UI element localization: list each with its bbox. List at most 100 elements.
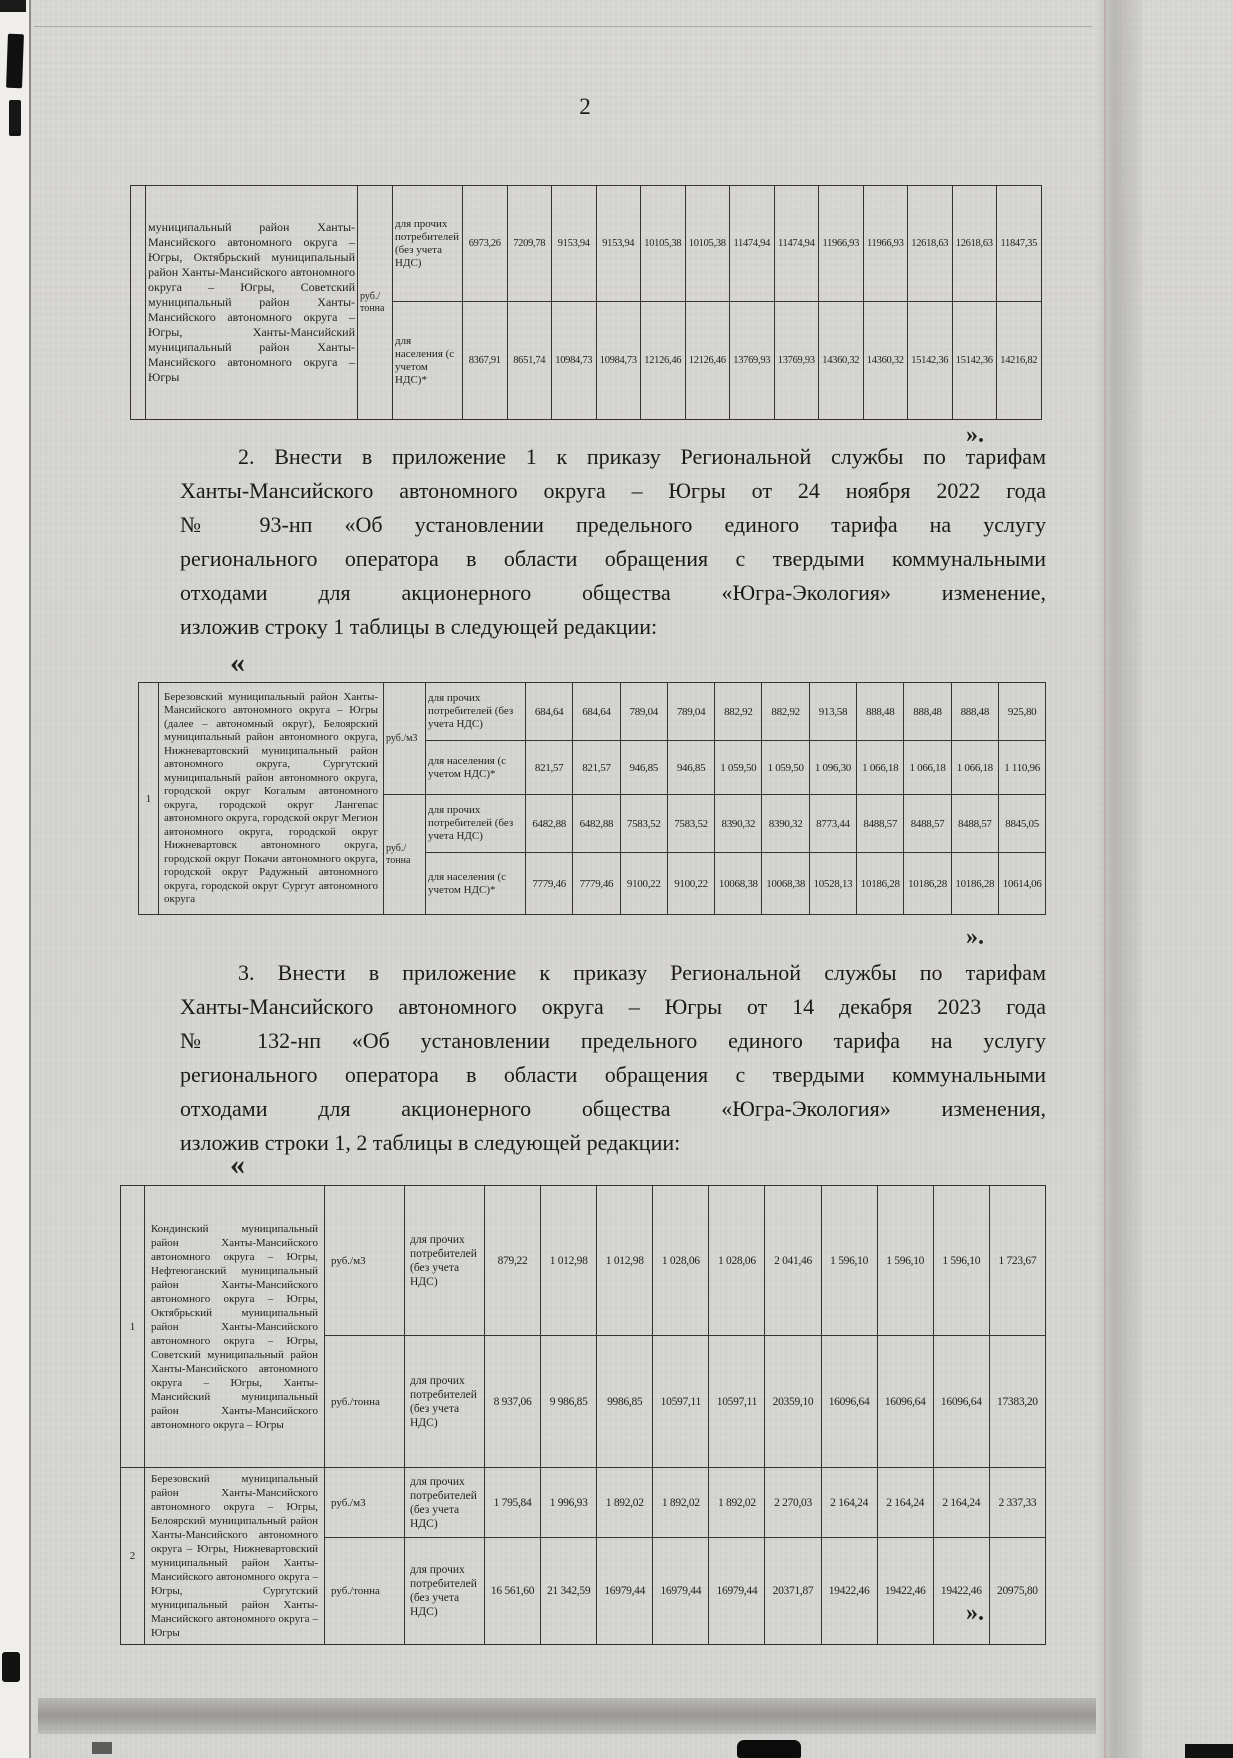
row-number-cell <box>130 185 146 420</box>
scan-artifact <box>92 1742 112 1754</box>
tariff-value-cell: 8488,57 <box>950 794 999 853</box>
paragraph-line: 3. Внести в приложение к приказу Региона… <box>238 960 1046 985</box>
tariff-value-cell: 10105,38 <box>684 185 730 302</box>
tariff-value-cell: 19422,46 <box>876 1537 934 1645</box>
tariff-value-cell: 15142,36 <box>951 301 997 420</box>
tariff-value-cell: 9 986,85 <box>540 1335 598 1468</box>
tariff-value-cell: 9986,85 <box>596 1335 654 1468</box>
tariff-value-cell: 2 164,24 <box>876 1466 934 1539</box>
tariff-value-cell: 1 096,30 <box>808 740 858 795</box>
row-number-cell: 1 <box>138 682 159 915</box>
tariff-value-cell: 821,57 <box>572 740 621 795</box>
tariff-value-cell: 9153,94 <box>595 185 641 302</box>
tariff-value-cell: 8773,44 <box>808 794 858 853</box>
tariff-value-cell: 1 795,84 <box>483 1466 542 1539</box>
tariff-value-cell: 10068,38 <box>761 852 810 915</box>
paragraph-line: изложив строку 1 таблицы в следующей ред… <box>180 614 658 639</box>
tariff-type-cell: для населения (с учетом НДС)* <box>425 740 526 795</box>
paragraph-line: регионального оператора в области обраще… <box>180 546 1046 571</box>
tariff-value-cell: 15142,36 <box>907 301 953 420</box>
tariff-value-cell: 913,58 <box>808 682 858 741</box>
tariff-value-cell: 9153,94 <box>551 185 597 302</box>
paragraph-line: изложив строки 1, 2 таблицы в следующей … <box>180 1130 681 1155</box>
tariff-value-cell: 7779,46 <box>572 852 621 915</box>
tariff-value-cell: 888,48 <box>856 682 905 741</box>
tariff-value-cell: 10597,11 <box>708 1335 766 1468</box>
region-cell: муниципальный район Ханты-Мансийского ав… <box>145 185 358 420</box>
scan-artifact <box>9 100 21 136</box>
tariff-value-cell: 11474,94 <box>773 185 819 302</box>
tariff-value-cell: 9100,22 <box>619 852 668 915</box>
tariff-table-row1: 1 Березовский муниципальный район Ханты-… <box>138 682 1047 915</box>
tariff-value-cell: 10528,13 <box>808 852 858 915</box>
tariff-value-cell: 8651,74 <box>506 301 552 420</box>
tariff-value-cell: 13769,93 <box>729 301 775 420</box>
tariff-value-cell: 8845,05 <box>997 794 1047 853</box>
table-row: для населения (с учетом НДС)* 8367,91 865… <box>131 301 1042 420</box>
tariff-type-cell: для прочих потребителей (без учета НДС) <box>404 1537 485 1645</box>
unit-cell: руб./м3 <box>383 682 426 795</box>
tariff-value-cell: 16979,44 <box>596 1537 654 1645</box>
tariff-value-cell: 8390,32 <box>714 794 763 853</box>
tariff-value-cell: 2 270,03 <box>764 1466 822 1539</box>
unit-cell: руб./тонна <box>324 1537 405 1645</box>
tariff-value-cell: 8367,91 <box>462 301 508 420</box>
tariff-value-cell: 17383,20 <box>988 1335 1046 1468</box>
tariff-value-cell: 11474,94 <box>729 185 775 302</box>
tariff-value-cell: 1 723,67 <box>988 1185 1046 1336</box>
tariff-value-cell: 1 596,10 <box>876 1185 934 1336</box>
tariff-value-cell: 19422,46 <box>820 1537 878 1645</box>
tariff-type-cell: для прочих потребителей (без учета НДС) <box>425 794 526 853</box>
tariff-value-cell: 16 561,60 <box>483 1537 542 1645</box>
tariff-value-cell: 7779,46 <box>524 852 574 915</box>
tariff-type-cell: для прочих потребителей (без учета НДС) <box>404 1185 485 1336</box>
tariff-value-cell: 2 337,33 <box>988 1466 1046 1539</box>
paragraph-line: Ханты-Мансийского автономного округа – Ю… <box>180 478 1046 503</box>
tariff-type-cell: для населения (с учетом НДС)* <box>425 852 526 915</box>
tariff-value-cell: 882,92 <box>714 682 763 741</box>
scan-left-edge <box>0 0 29 1758</box>
table-row: 2 Березовский муниципальный район Ханты-… <box>120 1466 1046 1645</box>
tariff-value-cell: 789,04 <box>666 682 716 741</box>
tariff-value-cell: 1 012,98 <box>596 1185 654 1336</box>
scan-artifact <box>6 33 24 89</box>
unit-cell: руб./ тонна <box>357 185 393 420</box>
tariff-value-cell: 10614,06 <box>997 852 1047 915</box>
closing-quote-mark: ». <box>966 924 984 950</box>
scan-artifact <box>1185 1744 1233 1758</box>
table-row: муниципальный район Ханты-Мансийского ав… <box>130 185 1042 420</box>
tariff-type-cell: для прочих потребителей (без учета НДС) <box>425 682 526 741</box>
tariff-value-cell: 7583,52 <box>619 794 668 853</box>
tariff-value-cell: 10984,73 <box>551 301 597 420</box>
tariff-value-cell: 11847,35 <box>996 185 1042 302</box>
tariff-value-cell: 10105,38 <box>640 185 686 302</box>
tariff-value-cell: 1 892,02 <box>596 1466 654 1539</box>
paragraph-3: 3. Внести в приложение к приказу Региона… <box>180 956 1046 1160</box>
tariff-type-cell: для прочих потребителей (без учета НДС) <box>392 185 463 302</box>
unit-cell: руб./ тонна <box>383 794 426 915</box>
opening-quote-mark: « <box>230 646 245 679</box>
tariff-value-cell: 1 066,18 <box>903 740 952 795</box>
table-row: для населения (с учетом НДС)* 7779,46 777… <box>139 852 1047 915</box>
scan-artifact <box>0 0 26 12</box>
tariff-value-cell: 821,57 <box>524 740 574 795</box>
paragraph-line: отходами для акционерного общества «Югра… <box>180 1096 1046 1121</box>
tariff-value-cell: 684,64 <box>572 682 621 741</box>
tariff-value-cell: 882,92 <box>761 682 810 741</box>
paragraph-line: № 132-нп «Об установлении предельного ед… <box>180 1028 1046 1053</box>
tariff-value-cell: 1 012,98 <box>540 1185 598 1336</box>
page-number: 2 <box>579 94 591 119</box>
unit-cell: руб./м3 <box>324 1466 405 1539</box>
table-row: для населения (с учетом НДС)* 821,57 821,… <box>139 740 1047 795</box>
tariff-value-cell: 20975,80 <box>988 1537 1046 1645</box>
tariff-type-cell: для прочих потребителей (без учета НДС) <box>404 1335 485 1468</box>
tariff-value-cell: 2 164,24 <box>932 1466 990 1539</box>
tariff-value-cell: 1 892,02 <box>652 1466 710 1539</box>
region-cell: Березовский муниципальный район Ханты-Ма… <box>144 1467 325 1645</box>
tariff-table-continuation: муниципальный район Ханты-Мансийского ав… <box>130 185 1042 420</box>
tariff-value-cell: 12618,63 <box>907 185 953 302</box>
tariff-table-rows1-2: 1 Кондинский муниципальный район Ханты-М… <box>120 1185 1046 1645</box>
table-row: руб./тонна для прочих потребителей (без … <box>121 1537 1046 1645</box>
tariff-value-cell: 13769,93 <box>773 301 819 420</box>
tariff-value-cell: 1 028,06 <box>652 1185 710 1336</box>
